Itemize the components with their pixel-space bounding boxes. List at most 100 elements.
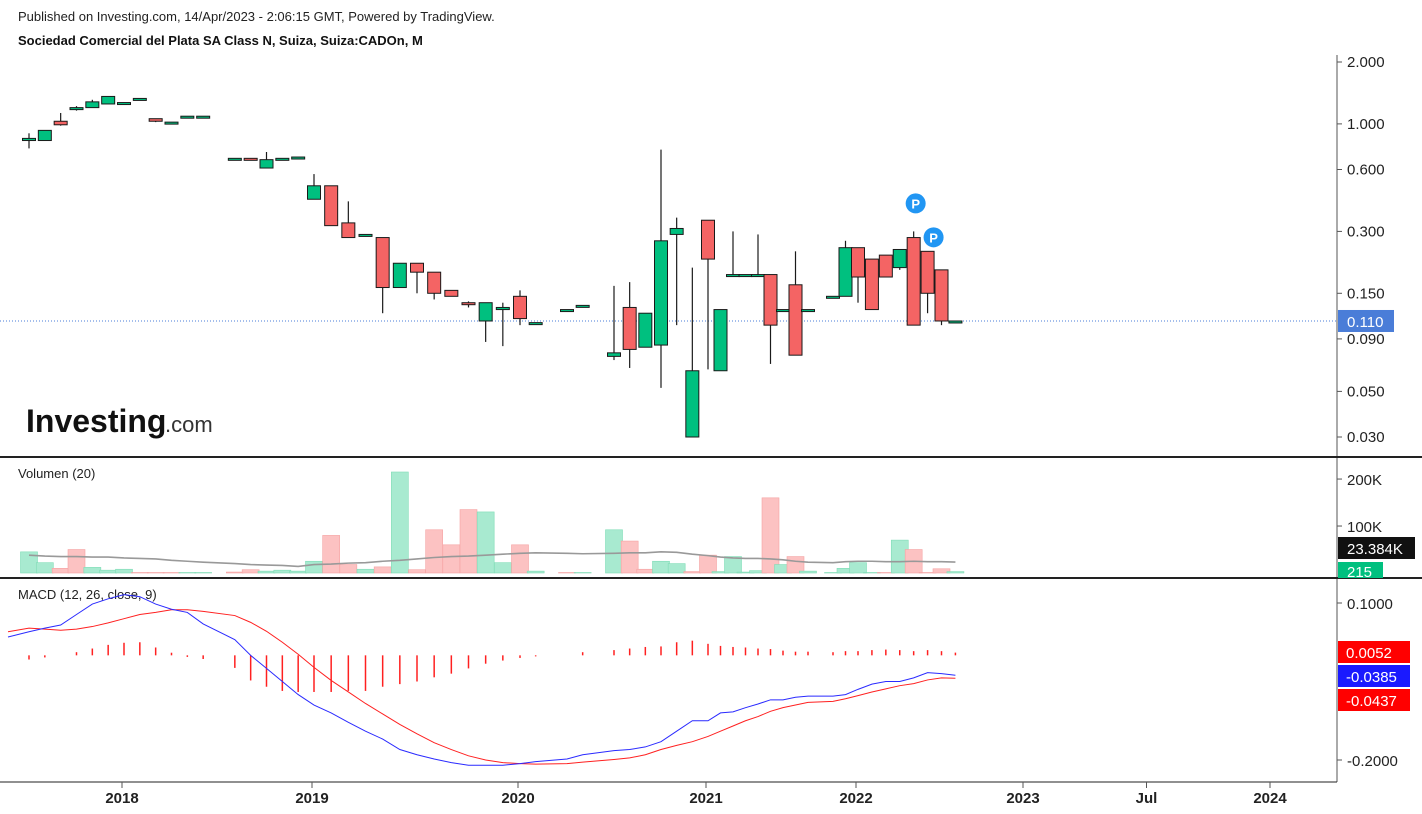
candle-body [375,237,390,289]
volume-bar [305,560,323,574]
candle-body [826,295,840,299]
price-tick-label: 1.000 [1347,116,1385,133]
candle-body [427,271,442,294]
price-tick-label: 2.000 [1347,54,1385,71]
candle-body [259,159,274,169]
volume-tick-label: 100K [1347,519,1382,536]
volume-ma-line [28,551,956,568]
macd-signal-badge-label: -0.0437 [1346,693,1397,710]
candle-body [53,120,68,126]
volume-bar [799,570,817,574]
candle-body [763,274,778,326]
volume-bar [115,568,133,574]
volume-bar [339,564,358,574]
candle-body [410,262,424,273]
candle-body [324,185,339,227]
candle-body [180,115,195,119]
volume-bar [425,529,443,574]
candle-body [920,250,935,294]
candle-body [892,248,907,269]
time-tick-label: 2023 [1006,790,1039,807]
volume-bar [322,535,340,574]
investing-logo-suffix: .com [165,412,213,437]
price-tick-label: 0.030 [1347,429,1385,446]
volume-bar [36,562,54,574]
macd-signal-badge [1338,689,1410,711]
candle-body [669,227,684,235]
dividend-marker-icon [923,227,944,248]
volume-bar [257,570,276,574]
volume-bar [652,560,670,574]
candle-body [878,254,893,278]
volume-bar [849,562,867,574]
candle-body [341,222,356,239]
price-tick-label: 0.090 [1347,331,1385,348]
volume-bar [241,569,260,574]
volume-bar [408,569,426,574]
price-tick-label: 0.300 [1347,223,1385,240]
time-tick-label: 2022 [839,790,872,807]
candle-body [638,312,653,348]
volume-last-label: 215 [1347,564,1372,581]
price-tick-label: 0.600 [1347,162,1385,179]
candle-body [85,101,100,109]
volume-bar [373,566,392,574]
volume-bar [761,497,780,574]
volume-bar [226,571,244,574]
volume-bar [526,570,545,574]
candle-body [37,129,52,142]
candle-body [685,370,700,438]
time-tick-label: 2018 [105,790,138,807]
candle-body [444,289,459,297]
candle-body [726,274,740,278]
candle-body [701,219,715,260]
published-caption: Published on Investing.com, 14/Apr/2023 … [18,9,495,24]
marker-label: P [911,196,920,211]
time-tick-label: 2024 [1253,790,1287,807]
time-tick-label: Jul [1136,790,1158,807]
volume-bar [667,563,686,574]
macd-signal-line [7,609,956,765]
candle-body [948,320,963,324]
candle-body [560,309,574,313]
candle-body [478,302,493,322]
volume-bar [494,562,512,574]
volume-bar [932,568,951,574]
macd-value-badge-label: -0.0385 [1346,669,1397,686]
macd-pane: MACD (12, 26, close, 9) [7,587,957,766]
marker-label: P [929,230,938,245]
volume-bar [946,571,965,574]
instrument-title: Sociedad Comercial del Plata SA Class N,… [18,33,423,48]
axes: 2.000 1.000 0.600 0.300 0.150 0.090 0.050 0.030… [0,54,1422,807]
volume-bar [51,568,70,574]
volume-bar [683,571,702,574]
volume-pane-label: Volumen (20) [18,466,95,481]
candle-body [838,247,853,297]
volume-bar [636,568,655,574]
candle-body [864,258,879,311]
candle-body [513,295,527,320]
macd-hist-badge-label: 0.0052 [1346,645,1392,662]
volume-last-badge [1338,562,1383,578]
volume-bar [699,554,717,574]
volume-bar [273,569,292,574]
volume-bar [724,556,742,574]
price-tick-label: 0.050 [1347,383,1385,400]
volume-bar [67,549,86,574]
candle-body [495,306,510,311]
volume-bar [476,511,495,574]
investing-logo: Investing [26,403,166,439]
macd-value-badge [1338,665,1410,687]
candle-body [243,157,258,161]
volume-pane: Volumen (20) [18,466,965,574]
candle-body [227,157,242,161]
time-tick-label: 2021 [689,790,722,807]
volume-bar [786,556,805,574]
macd-tick-label: 0.1000 [1347,596,1393,613]
volume-bar [356,568,375,574]
candle-body [22,137,36,142]
volume-bar [620,540,639,574]
volume-bar [83,567,102,574]
candle-body [117,102,131,106]
